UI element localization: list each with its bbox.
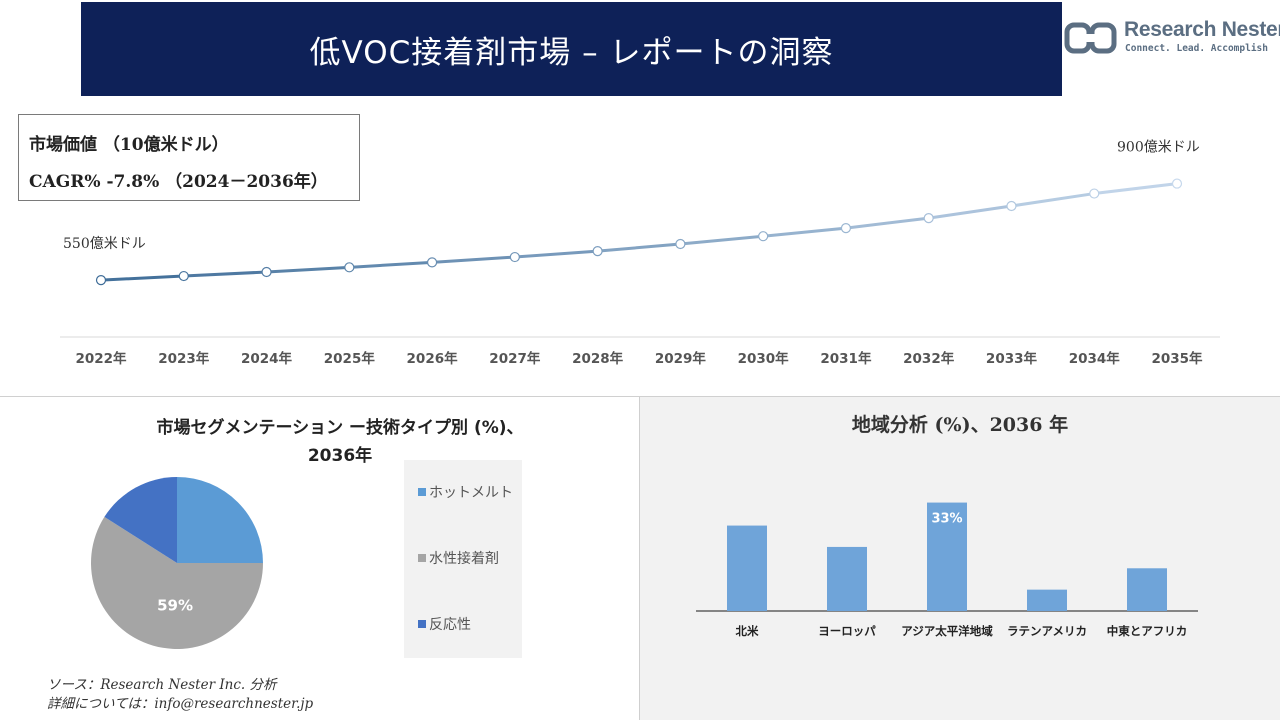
- data-point: [675, 238, 686, 250]
- legend-item: ホットメルト: [418, 482, 513, 502]
- market-value-label: 市場価値 （10億米ドル）: [29, 135, 229, 155]
- logo-tagline: Connect. Lead. Accomplish: [1125, 43, 1268, 54]
- data-point: [1089, 188, 1100, 199]
- x-tick-label: 2034年: [1069, 350, 1121, 367]
- pie-slice: [104, 477, 177, 563]
- legend-swatch: [418, 620, 426, 628]
- data-point: [95, 274, 107, 286]
- bar: [1027, 589, 1067, 611]
- x-tick-label: 2028年: [572, 350, 624, 367]
- pie-slice: [90, 516, 263, 649]
- section-divider: [0, 396, 1280, 397]
- bar: [1127, 568, 1167, 611]
- value-annotation: 550億米ドル: [63, 236, 146, 252]
- data-point: [1171, 178, 1183, 189]
- data-point: [1006, 200, 1017, 212]
- data-point: [840, 223, 852, 234]
- x-tick-label: 2032年: [903, 350, 955, 367]
- x-tick-label: 2024年: [241, 350, 293, 367]
- report-title: 低VOC接着剤市場 – レポートの洞察: [309, 34, 834, 71]
- report-title-banner: 低VOC接着剤市場 – レポートの洞察: [81, 2, 1062, 96]
- market-value-line-chart: 2022年 2023年 2024年 2025年 2026年 2027年 2028年 2029年…: [60, 140, 1220, 367]
- x-tick-label: 2026年: [407, 350, 459, 367]
- x-tick-label: アジア太平洋地域: [901, 624, 993, 638]
- bar: [727, 525, 767, 611]
- pie-slice: [177, 477, 263, 563]
- data-point: [923, 213, 934, 224]
- legend-label: ホットメルト: [429, 485, 513, 501]
- contact-line: 詳細については：info@researchnester.jp: [47, 696, 314, 712]
- segment-chart-title: 市場セグメンテーション ー技術タイプ別 (%)、 2036年: [110, 414, 570, 470]
- series-line-segment: [99, 274, 186, 282]
- legend-label: 反応性: [429, 617, 471, 633]
- logo-name: Research Nester: [1124, 18, 1280, 41]
- region-bar-chart: 北米 ヨーロッパ 33% アジア太平洋地域 ラテンアメリカ 中東とアフリカ: [696, 502, 1198, 638]
- segment-title-line2: 2036年: [307, 446, 373, 466]
- segment-pie-chart: 59%: [90, 477, 263, 649]
- data-point: [426, 257, 438, 268]
- source-note: ソース：Research Nester Inc. 分析 詳細については：info…: [47, 676, 313, 714]
- market-value-box: 市場価値 （10億米ドル） CAGR% -7.8% （2024－2036年）: [18, 114, 360, 201]
- bar: [927, 502, 967, 611]
- legend-item: 反応性: [418, 614, 471, 634]
- legend-swatch: [418, 554, 426, 562]
- pie-data-label: 59%: [157, 596, 193, 614]
- x-tick-label: 中東とアフリカ: [1107, 624, 1188, 638]
- x-tick-label: 2030年: [738, 350, 790, 367]
- series-line-segment: [182, 270, 269, 278]
- series-line-segment: [265, 265, 351, 274]
- value-annotation: 900億米ドル: [1117, 140, 1200, 156]
- data-point: [592, 246, 603, 257]
- logo-mark-icon: [1064, 22, 1117, 54]
- segment-legend: ホットメルト 水性接着剤反応性: [404, 460, 522, 658]
- legend-swatch: [418, 488, 426, 496]
- legend-item: 水性接着剤: [418, 548, 499, 568]
- series-line-segment: [844, 216, 931, 230]
- series-line-segment: [1009, 192, 1096, 208]
- data-point: [178, 270, 189, 282]
- series-line-segment: [678, 234, 765, 246]
- data-point: [509, 251, 520, 263]
- x-tick-label: ラテンアメリカ: [1007, 624, 1087, 638]
- x-tick-label: 2035年: [1151, 350, 1203, 367]
- cagr-label: CAGR% -7.8% （2024－2036年）: [29, 172, 328, 192]
- segment-title-line1: 市場セグメンテーション ー技術タイプ別 (%)、: [156, 418, 524, 438]
- x-tick-label: 2027年: [489, 350, 541, 367]
- x-tick-label: 2033年: [986, 350, 1038, 367]
- series-line-segment: [513, 249, 600, 259]
- x-tick-label: 北米: [736, 624, 759, 638]
- x-tick-label: ヨーロッパ: [818, 624, 876, 638]
- x-tick-label: 2029年: [655, 350, 707, 367]
- x-tick-label: 2025年: [324, 350, 376, 367]
- data-point: [344, 262, 355, 273]
- series-line-segment: [761, 226, 848, 238]
- bar-data-label: 33%: [931, 512, 962, 527]
- x-tick-label: 2023年: [158, 350, 210, 367]
- x-tick-label: 2022年: [75, 350, 127, 367]
- data-point: [261, 266, 272, 278]
- source-line: ソース：Research Nester Inc. 分析: [47, 677, 277, 693]
- bar: [827, 546, 867, 611]
- panel-divider: [639, 397, 640, 720]
- series-line-segment: [1092, 182, 1179, 196]
- series-line-segment: [347, 260, 434, 269]
- series-line-segment: [430, 255, 517, 264]
- series-line-segment: [927, 204, 1013, 220]
- research-nester-logo: Research Nester Connect. Lead. Accomplis…: [1064, 18, 1280, 58]
- data-point: [758, 231, 769, 242]
- legend-label: 水性接着剤: [429, 551, 499, 567]
- x-tick-label: 2031年: [820, 350, 872, 367]
- series-line-segment: [596, 242, 682, 253]
- region-chart-title: 地域分析 (%)、2036 年: [851, 414, 1069, 436]
